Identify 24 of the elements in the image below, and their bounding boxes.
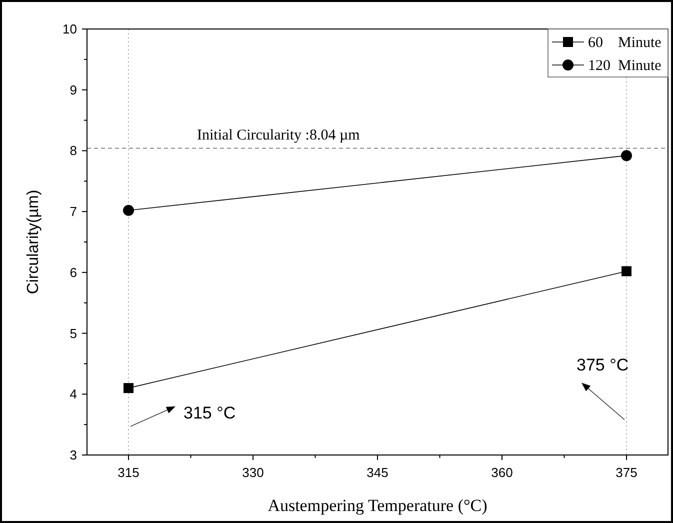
x-tick-label: 345 (366, 465, 388, 480)
x-tick-label: 330 (242, 465, 264, 480)
ref-line-label: Initial Circularity :8.04 µm (197, 127, 360, 144)
y-tick-label: 5 (70, 326, 77, 341)
y-tick-label: 6 (70, 264, 77, 280)
x-tick-label: 360 (491, 465, 513, 480)
x-axis-title: Austempering Temperature (°C) (268, 496, 488, 515)
y-axis-title: Circularity(µm) (25, 190, 42, 294)
legend-label: 60 Minute (588, 35, 662, 51)
y-tick-label: 3 (70, 448, 77, 462)
x-tick-label: 315 (118, 465, 140, 480)
annotation: 375 °C (576, 356, 629, 375)
point (124, 383, 134, 394)
y-tick-label: 4 (70, 386, 77, 402)
point (621, 150, 632, 162)
y-tick-label: 9 (70, 82, 77, 98)
y-tick-label: 7 (70, 204, 77, 220)
legend-label: 120 Minute (588, 58, 662, 74)
point (123, 204, 134, 216)
annotation: 315 °C (184, 403, 236, 422)
y-tick-label: 8 (70, 143, 77, 158)
y-tick-label: 10 (62, 22, 77, 36)
point (622, 266, 632, 276)
x-tick-label: 375 (616, 465, 638, 480)
